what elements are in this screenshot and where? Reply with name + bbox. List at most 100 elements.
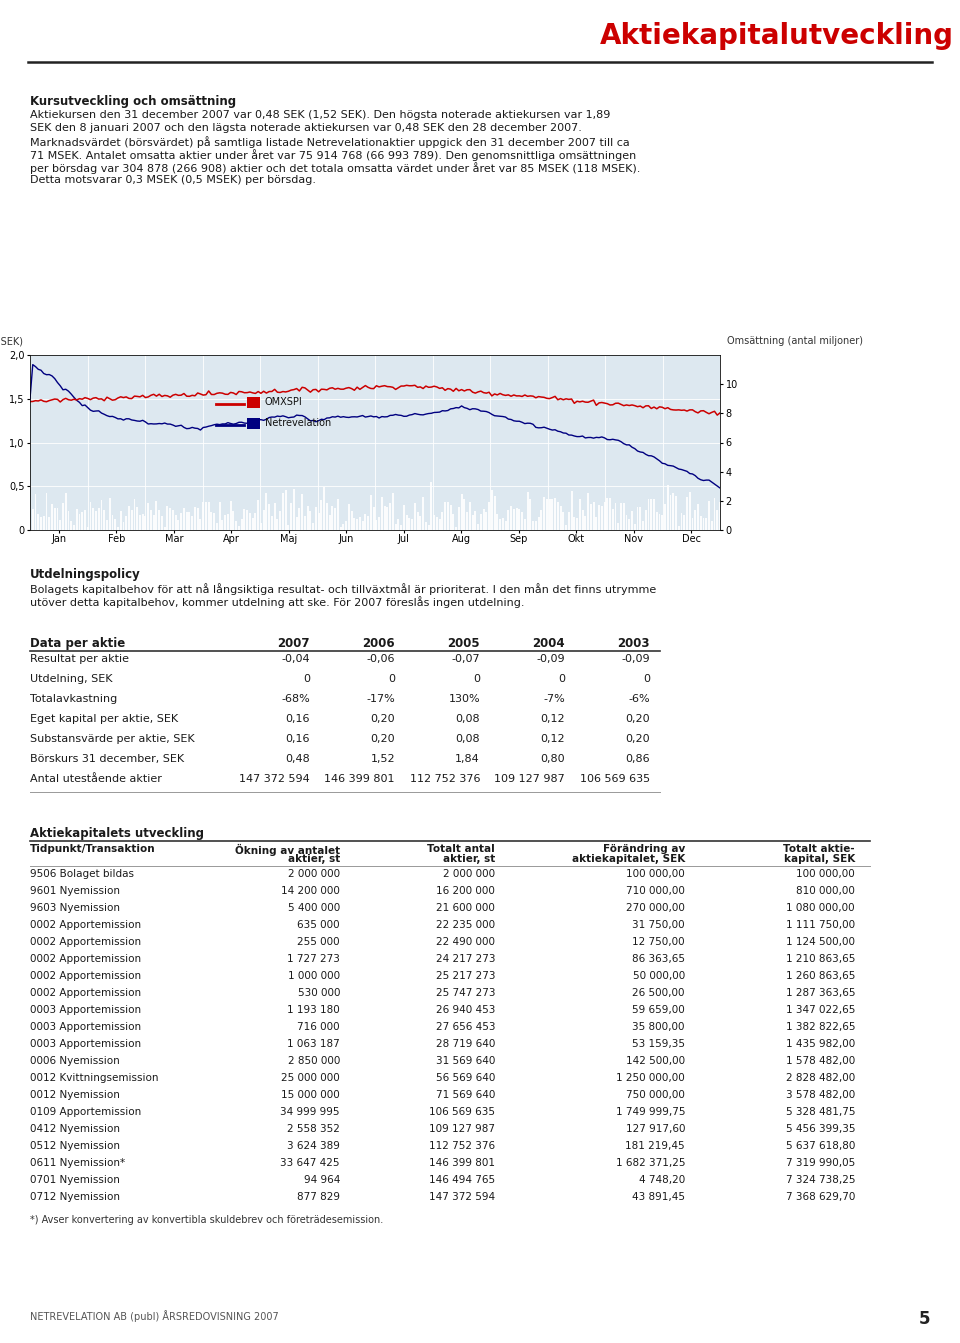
- Bar: [37, 513, 39, 530]
- Bar: [337, 500, 339, 530]
- Text: -0,04: -0,04: [281, 654, 310, 663]
- Bar: [290, 502, 292, 530]
- Bar: [180, 513, 182, 530]
- Bar: [689, 492, 690, 530]
- Text: Bolagets kapitalbehov för att nå långsiktiga resultat- och tillväxtmål är priori: Bolagets kapitalbehov för att nå långsik…: [30, 583, 657, 595]
- Text: -68%: -68%: [281, 694, 310, 704]
- Bar: [123, 522, 125, 530]
- Text: 0012 Nyemission: 0012 Nyemission: [30, 1091, 120, 1100]
- Text: 0,12: 0,12: [540, 714, 565, 724]
- Text: 100 000,00: 100 000,00: [626, 869, 685, 880]
- Text: 0,20: 0,20: [625, 735, 650, 744]
- Bar: [612, 509, 613, 530]
- Bar: [76, 509, 78, 530]
- Text: 0: 0: [643, 674, 650, 684]
- Text: 181 219,45: 181 219,45: [625, 1142, 685, 1151]
- Bar: [98, 508, 100, 530]
- Bar: [365, 514, 367, 530]
- Bar: [136, 508, 138, 530]
- Bar: [406, 514, 408, 530]
- Text: Ökning av antalet: Ökning av antalet: [235, 843, 340, 855]
- Bar: [128, 505, 130, 530]
- Bar: [346, 521, 348, 530]
- Bar: [425, 522, 427, 530]
- Bar: [191, 516, 193, 530]
- Bar: [89, 502, 91, 530]
- Bar: [609, 498, 611, 530]
- Bar: [648, 498, 650, 530]
- Bar: [197, 508, 199, 530]
- Text: 716 000: 716 000: [298, 1022, 340, 1031]
- Text: 0,20: 0,20: [625, 714, 650, 724]
- Bar: [623, 504, 625, 530]
- Bar: [67, 512, 69, 530]
- Bar: [400, 525, 402, 530]
- Text: 26 940 453: 26 940 453: [436, 1005, 495, 1015]
- Text: 5 328 481,75: 5 328 481,75: [785, 1107, 855, 1117]
- Text: 106 569 635: 106 569 635: [429, 1107, 495, 1117]
- Bar: [560, 505, 562, 530]
- Bar: [194, 506, 196, 530]
- Text: 1 749 999,75: 1 749 999,75: [615, 1107, 685, 1117]
- Text: 112 752 376: 112 752 376: [410, 774, 480, 784]
- Bar: [620, 504, 622, 530]
- Text: per börsdag var 304 878 (266 908) aktier och det totala omsatta värdet under åre: per börsdag var 304 878 (266 908) aktier…: [30, 163, 640, 173]
- Text: Totalavkastning: Totalavkastning: [30, 694, 117, 704]
- Bar: [164, 526, 166, 530]
- Bar: [29, 522, 31, 530]
- Bar: [582, 510, 584, 530]
- Bar: [158, 509, 160, 530]
- Bar: [326, 504, 328, 530]
- Bar: [684, 516, 685, 530]
- Bar: [565, 525, 567, 530]
- Bar: [691, 518, 693, 530]
- Bar: [532, 521, 534, 530]
- Bar: [546, 500, 548, 530]
- Text: 0003 Apportemission: 0003 Apportemission: [30, 1039, 141, 1049]
- Bar: [378, 517, 380, 530]
- Bar: [249, 513, 251, 530]
- Text: 33 647 425: 33 647 425: [280, 1158, 340, 1168]
- Bar: [486, 513, 488, 530]
- Bar: [175, 516, 177, 530]
- Bar: [213, 513, 215, 530]
- Bar: [631, 512, 633, 530]
- Text: 146 399 801: 146 399 801: [324, 774, 395, 784]
- Text: 0,08: 0,08: [455, 735, 480, 744]
- Text: 1 000 000: 1 000 000: [288, 971, 340, 980]
- Bar: [45, 493, 47, 530]
- Text: 0003 Apportemission: 0003 Apportemission: [30, 1005, 141, 1015]
- Text: 1 193 180: 1 193 180: [287, 1005, 340, 1015]
- Text: 7 324 738,25: 7 324 738,25: [785, 1175, 855, 1185]
- Bar: [227, 514, 228, 530]
- Text: -6%: -6%: [629, 694, 650, 704]
- Text: Antal utestående aktier: Antal utestående aktier: [30, 774, 162, 784]
- Bar: [397, 518, 399, 530]
- Text: 0: 0: [473, 674, 480, 684]
- Bar: [60, 520, 61, 530]
- Bar: [276, 518, 278, 530]
- Text: 71 569 640: 71 569 640: [436, 1091, 495, 1100]
- Text: 530 000: 530 000: [298, 988, 340, 998]
- Text: aktier, st: aktier, st: [443, 854, 495, 864]
- Bar: [420, 517, 421, 530]
- Bar: [142, 514, 144, 530]
- Text: 34 999 995: 34 999 995: [280, 1107, 340, 1117]
- Bar: [656, 512, 658, 530]
- Text: 0,20: 0,20: [371, 714, 395, 724]
- Text: 71 MSEK. Antalet omsatta aktier under året var 75 914 768 (66 993 789). Den geno: 71 MSEK. Antalet omsatta aktier under år…: [30, 149, 636, 161]
- Bar: [343, 524, 345, 530]
- Text: 1,52: 1,52: [371, 753, 395, 764]
- Text: 0002 Apportemission: 0002 Apportemission: [30, 937, 141, 947]
- Bar: [353, 517, 355, 530]
- Bar: [499, 518, 501, 530]
- Bar: [384, 505, 386, 530]
- Bar: [686, 497, 688, 530]
- Text: OMXSPI: OMXSPI: [265, 398, 302, 407]
- Bar: [422, 497, 424, 530]
- Bar: [318, 513, 320, 530]
- Bar: [40, 517, 42, 530]
- Text: 0: 0: [388, 674, 395, 684]
- Bar: [452, 514, 454, 530]
- Bar: [629, 520, 631, 530]
